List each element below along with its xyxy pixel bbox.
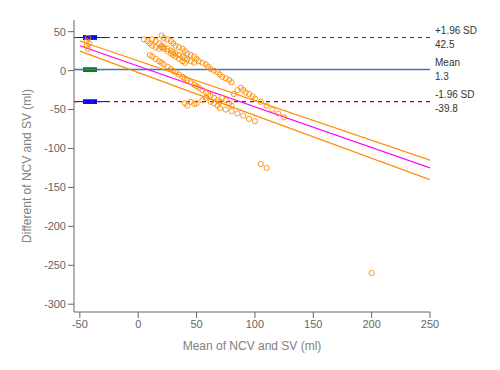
svg-text:150: 150 [304, 318, 322, 330]
svg-text:0: 0 [60, 65, 66, 77]
svg-text:+1.96 SD: +1.96 SD [435, 25, 477, 36]
svg-text:-250: -250 [44, 259, 66, 271]
svg-text:0: 0 [135, 318, 141, 330]
svg-text:50: 50 [54, 26, 66, 38]
svg-text:42.5: 42.5 [435, 39, 455, 50]
svg-text:-50: -50 [72, 318, 88, 330]
svg-text:-100: -100 [44, 142, 66, 154]
svg-text:-300: -300 [44, 298, 66, 310]
svg-text:-150: -150 [44, 181, 66, 193]
svg-text:-1.96 SD: -1.96 SD [435, 89, 474, 100]
svg-text:50: 50 [190, 318, 202, 330]
svg-text:-200: -200 [44, 220, 66, 232]
svg-text:Different of NCV and SV (ml): Different of NCV and SV (ml) [20, 89, 34, 243]
svg-text:100: 100 [246, 318, 264, 330]
svg-text:200: 200 [362, 318, 380, 330]
svg-text:Mean of NCV and SV (ml): Mean of NCV and SV (ml) [183, 339, 322, 353]
svg-text:250: 250 [421, 318, 439, 330]
svg-text:-39.8: -39.8 [435, 103, 458, 114]
svg-text:1.3: 1.3 [435, 71, 449, 82]
svg-text:Mean: Mean [435, 57, 460, 68]
svg-text:-50: -50 [50, 103, 66, 115]
